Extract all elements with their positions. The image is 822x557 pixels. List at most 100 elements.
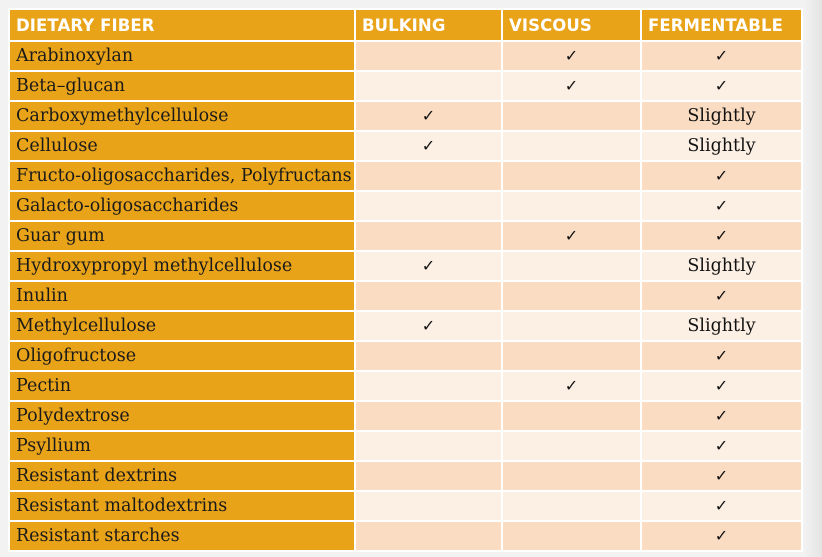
bulking-cell bbox=[354, 40, 503, 72]
fermentable-cell: ✓ bbox=[640, 190, 803, 222]
fermentable-cell: ✓ bbox=[640, 220, 803, 252]
viscous-cell: ✓ bbox=[501, 70, 642, 102]
fermentable-cell: Slightly bbox=[640, 100, 803, 132]
check-mark-icon: ✓ bbox=[714, 286, 729, 305]
cell-value: Slightly bbox=[687, 256, 756, 276]
fiber-name-cell: Galacto-oligosaccharides bbox=[8, 190, 356, 222]
fermentable-cell: Slightly bbox=[640, 130, 803, 162]
header-viscous: VISCOUS bbox=[501, 8, 642, 42]
fiber-name-cell: Resistant dextrins bbox=[8, 460, 356, 492]
bulking-cell bbox=[354, 520, 503, 552]
viscous-cell bbox=[501, 100, 642, 132]
fiber-name: Pectin bbox=[16, 376, 72, 396]
table-row: Oligofructose ✓ bbox=[8, 340, 803, 372]
cell-value: Slightly bbox=[687, 136, 756, 156]
check-mark-icon: ✓ bbox=[421, 256, 436, 275]
viscous-cell bbox=[501, 400, 642, 432]
fermentable-cell: ✓ bbox=[640, 400, 803, 432]
fiber-name: Fructo-oligosaccharides, Polyfructans bbox=[16, 166, 352, 186]
fiber-name-cell: Oligofructose bbox=[8, 340, 356, 372]
bulking-cell: ✓ bbox=[354, 250, 503, 282]
header-row: DIETARY FIBER BULKING VISCOUS FERMENTABL… bbox=[8, 8, 803, 42]
check-mark-icon: ✓ bbox=[714, 496, 729, 515]
cell-value: Slightly bbox=[687, 316, 756, 336]
bulking-cell bbox=[354, 70, 503, 102]
fiber-name-cell: Psyllium bbox=[8, 430, 356, 462]
check-mark-icon: ✓ bbox=[714, 346, 729, 365]
fiber-name: Carboxymethylcellulose bbox=[16, 106, 229, 126]
table-row: Beta–glucan ✓ ✓ bbox=[8, 70, 803, 102]
table-row: Carboxymethylcellulose ✓ Slightly bbox=[8, 100, 803, 132]
fiber-name-cell: Carboxymethylcellulose bbox=[8, 100, 356, 132]
fermentable-cell: ✓ bbox=[640, 460, 803, 492]
fiber-name-cell: Hydroxypropyl methylcellulose bbox=[8, 250, 356, 282]
check-mark-icon: ✓ bbox=[421, 136, 436, 155]
bulking-cell: ✓ bbox=[354, 130, 503, 162]
check-mark-icon: ✓ bbox=[714, 196, 729, 215]
viscous-cell bbox=[501, 130, 642, 162]
fiber-name-cell: Resistant maltodextrins bbox=[8, 490, 356, 522]
edge-shade bbox=[804, 0, 822, 557]
fiber-name-cell: Guar gum bbox=[8, 220, 356, 252]
check-mark-icon: ✓ bbox=[714, 376, 729, 395]
viscous-cell bbox=[501, 310, 642, 342]
viscous-cell bbox=[501, 250, 642, 282]
viscous-cell: ✓ bbox=[501, 370, 642, 402]
check-mark-icon: ✓ bbox=[564, 46, 579, 65]
check-mark-icon: ✓ bbox=[714, 406, 729, 425]
fermentable-cell: Slightly bbox=[640, 310, 803, 342]
fiber-name-cell: Resistant starches bbox=[8, 520, 356, 552]
table-row: Resistant dextrins ✓ bbox=[8, 460, 803, 492]
check-mark-icon: ✓ bbox=[714, 526, 729, 545]
bulking-cell bbox=[354, 340, 503, 372]
dietary-fiber-table: DIETARY FIBER BULKING VISCOUS FERMENTABL… bbox=[8, 8, 803, 552]
check-mark-icon: ✓ bbox=[714, 466, 729, 485]
check-mark-icon: ✓ bbox=[714, 46, 729, 65]
check-mark-icon: ✓ bbox=[714, 76, 729, 95]
viscous-cell bbox=[501, 280, 642, 312]
check-mark-icon: ✓ bbox=[564, 376, 579, 395]
check-mark-icon: ✓ bbox=[714, 436, 729, 455]
table-row: Hydroxypropyl methylcellulose ✓ Slightly bbox=[8, 250, 803, 282]
fermentable-cell: Slightly bbox=[640, 250, 803, 282]
bulking-cell bbox=[354, 160, 503, 192]
fiber-name-cell: Cellulose bbox=[8, 130, 356, 162]
fermentable-cell: ✓ bbox=[640, 70, 803, 102]
check-mark-icon: ✓ bbox=[714, 226, 729, 245]
check-mark-icon: ✓ bbox=[421, 106, 436, 125]
table-row: Polydextrose ✓ bbox=[8, 400, 803, 432]
table-row: Galacto-oligosaccharides ✓ bbox=[8, 190, 803, 222]
fiber-name: Resistant dextrins bbox=[16, 466, 178, 486]
viscous-cell: ✓ bbox=[501, 40, 642, 72]
fermentable-cell: ✓ bbox=[640, 340, 803, 372]
fiber-name-cell: Polydextrose bbox=[8, 400, 356, 432]
fiber-name: Psyllium bbox=[16, 436, 91, 456]
fiber-name: Resistant maltodextrins bbox=[16, 496, 228, 516]
check-mark-icon: ✓ bbox=[564, 76, 579, 95]
header-fermentable: FERMENTABLE bbox=[640, 8, 803, 42]
viscous-cell bbox=[501, 520, 642, 552]
bulking-cell bbox=[354, 460, 503, 492]
bulking-cell bbox=[354, 220, 503, 252]
fiber-name: Inulin bbox=[16, 286, 68, 306]
check-mark-icon: ✓ bbox=[564, 226, 579, 245]
table-row: Arabinoxylan ✓ ✓ bbox=[8, 40, 803, 72]
table-row: Methylcellulose ✓ Slightly bbox=[8, 310, 803, 342]
check-mark-icon: ✓ bbox=[714, 166, 729, 185]
fiber-name-cell: Beta–glucan bbox=[8, 70, 356, 102]
viscous-cell bbox=[501, 190, 642, 222]
bulking-cell bbox=[354, 370, 503, 402]
bulking-cell: ✓ bbox=[354, 100, 503, 132]
fiber-name-cell: Methylcellulose bbox=[8, 310, 356, 342]
viscous-cell bbox=[501, 160, 642, 192]
fermentable-cell: ✓ bbox=[640, 490, 803, 522]
table-row: Resistant maltodextrins ✓ bbox=[8, 490, 803, 522]
table-row: Fructo-oligosaccharides, Polyfructans ✓ bbox=[8, 160, 803, 192]
table-row: Cellulose ✓ Slightly bbox=[8, 130, 803, 162]
table-row: Resistant starches ✓ bbox=[8, 520, 803, 552]
fermentable-cell: ✓ bbox=[640, 520, 803, 552]
fiber-name: Guar gum bbox=[16, 226, 105, 246]
fermentable-cell: ✓ bbox=[640, 160, 803, 192]
fermentable-cell: ✓ bbox=[640, 280, 803, 312]
bulking-cell bbox=[354, 490, 503, 522]
